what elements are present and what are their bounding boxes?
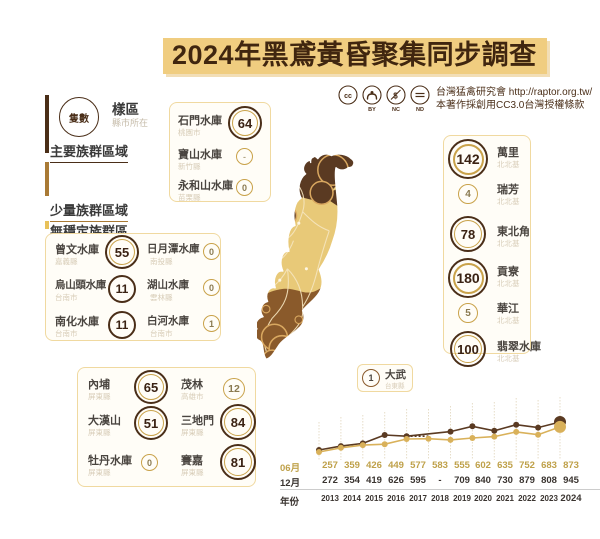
svg-text:cc: cc bbox=[344, 93, 352, 100]
